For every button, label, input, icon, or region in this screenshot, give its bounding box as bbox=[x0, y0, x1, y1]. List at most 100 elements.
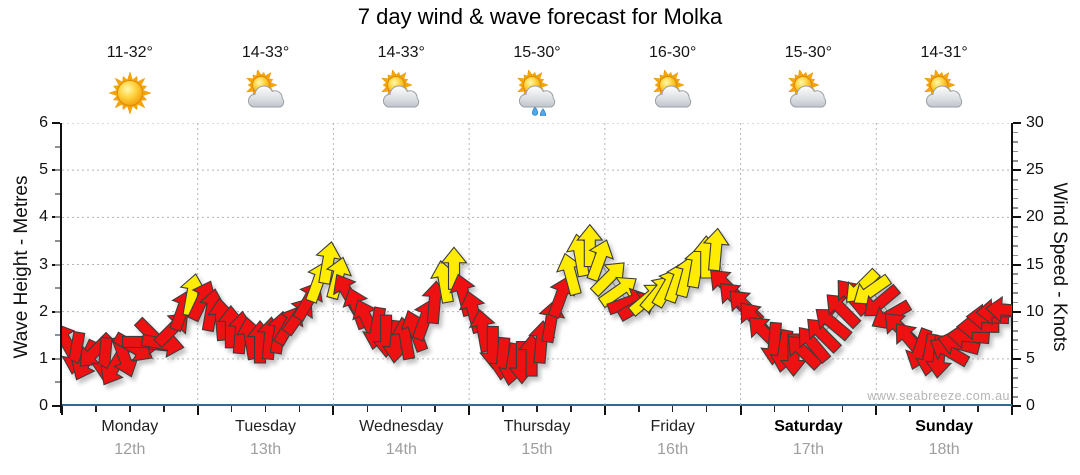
axis-tick bbox=[1011, 406, 1013, 415]
axis-tick bbox=[52, 405, 60, 407]
axis-tick bbox=[570, 406, 572, 412]
date-label: 12th bbox=[114, 441, 146, 458]
watermark: www.seabreeze.com.au bbox=[867, 389, 1010, 403]
axis-tick bbox=[55, 169, 60, 172]
right-axis bbox=[1011, 123, 1013, 413]
wave-axis-tick-label: 3 bbox=[39, 255, 48, 273]
day-label-wednesday: Wednesday bbox=[359, 418, 444, 435]
axis-tick bbox=[1013, 254, 1018, 257]
day-temp-range: 11-32° bbox=[106, 44, 153, 61]
date-label: 18th bbox=[928, 441, 960, 458]
axis-tick bbox=[1013, 188, 1018, 191]
axis-tick bbox=[1013, 122, 1021, 124]
wind-arrow-plot bbox=[62, 123, 1012, 406]
axis-tick bbox=[1013, 216, 1021, 219]
axis-tick bbox=[1013, 292, 1018, 294]
partly-cloudy-icon bbox=[649, 68, 697, 116]
wind-arrow bbox=[576, 223, 604, 268]
axis-tick bbox=[55, 216, 60, 219]
wave-axis-tick-label: 0 bbox=[39, 397, 48, 414]
wind-axis-tick-label: 5 bbox=[1026, 349, 1035, 367]
axis-tick bbox=[1013, 207, 1018, 209]
axis-tick bbox=[1013, 310, 1021, 313]
axis-tick bbox=[1013, 245, 1018, 247]
axis-tick bbox=[55, 145, 60, 148]
axis-tick bbox=[400, 406, 403, 412]
axis-tick bbox=[366, 406, 369, 412]
axis-tick bbox=[1013, 273, 1018, 275]
left-axis bbox=[60, 123, 62, 413]
axis-tick bbox=[61, 406, 63, 415]
axis-tick bbox=[55, 357, 60, 360]
axis-tick bbox=[52, 122, 60, 124]
axis-tick bbox=[55, 381, 60, 384]
axis-tick bbox=[1013, 377, 1018, 379]
sunny-icon bbox=[106, 70, 154, 116]
axis-tick bbox=[1013, 150, 1018, 153]
axis-tick bbox=[1013, 357, 1021, 360]
axis-tick bbox=[1013, 396, 1018, 398]
wave-axis-tick-label: 1 bbox=[39, 349, 48, 367]
axis-tick bbox=[1013, 141, 1018, 143]
day-temp-range: 15-30° bbox=[784, 44, 833, 61]
partly-cloudy-icon bbox=[920, 68, 968, 116]
day-label-saturday: Saturday bbox=[774, 418, 843, 435]
axis-tick bbox=[332, 406, 335, 415]
date-label: 16th bbox=[657, 441, 689, 458]
wave-axis-tick-label: 2 bbox=[39, 302, 48, 320]
wind-axis-tick-label: 15 bbox=[1026, 255, 1044, 273]
axis-tick bbox=[841, 406, 844, 412]
axis-tick bbox=[1013, 160, 1018, 162]
axis-tick bbox=[807, 406, 810, 412]
axis-tick bbox=[230, 406, 233, 412]
axis-tick bbox=[705, 406, 708, 412]
day-temp-range: 14-31° bbox=[920, 44, 968, 61]
axis-tick bbox=[55, 334, 60, 337]
axis-tick bbox=[95, 406, 97, 412]
day-temp-range: 15-30° bbox=[513, 44, 561, 61]
axis-tick bbox=[1013, 386, 1018, 389]
wind-arrow-layer bbox=[62, 223, 1012, 387]
date-label: 17th bbox=[792, 441, 824, 458]
axis-tick bbox=[1013, 339, 1018, 341]
axis-tick bbox=[536, 406, 538, 412]
axis-tick bbox=[603, 406, 606, 415]
wave-axis-tick-label: 4 bbox=[39, 208, 48, 226]
axis-tick bbox=[943, 406, 945, 412]
axis-tick bbox=[1013, 405, 1021, 407]
axis-tick bbox=[129, 406, 131, 412]
showers-icon bbox=[513, 68, 561, 118]
day-label-tuesday: Tuesday bbox=[235, 418, 296, 435]
axis-tick bbox=[196, 406, 199, 415]
axis-tick bbox=[502, 406, 504, 412]
day-temp-range: 14-33° bbox=[241, 44, 290, 61]
day-temp-range: 14-33° bbox=[377, 44, 425, 61]
wave-axis-tick-label: 5 bbox=[39, 161, 48, 179]
axis-tick bbox=[468, 406, 471, 415]
axis-tick bbox=[1013, 348, 1018, 351]
axis-tick bbox=[773, 406, 776, 412]
day-label-friday: Friday bbox=[650, 418, 695, 435]
bottom-axis bbox=[62, 404, 1012, 406]
axis-tick bbox=[1013, 301, 1018, 304]
axis-tick bbox=[909, 406, 911, 412]
axis-tick bbox=[55, 239, 60, 242]
axis-tick bbox=[1013, 235, 1018, 238]
axis-tick bbox=[1013, 282, 1018, 285]
axis-tick bbox=[55, 310, 60, 313]
axis-tick bbox=[638, 406, 640, 412]
partly-cloudy-icon bbox=[242, 68, 290, 116]
axis-tick bbox=[55, 263, 60, 266]
axis-tick bbox=[1013, 226, 1018, 228]
wind-axis-tick-label: 0 bbox=[1026, 397, 1035, 414]
wind-arrow bbox=[586, 239, 615, 283]
wave-axis-tick-label: 6 bbox=[39, 114, 48, 131]
axis-tick bbox=[298, 406, 301, 412]
date-label: 15th bbox=[521, 441, 553, 458]
axis-tick bbox=[434, 406, 436, 412]
wind-axis-tick-label: 25 bbox=[1026, 161, 1044, 179]
axis-tick bbox=[1013, 197, 1018, 200]
date-label: 14th bbox=[385, 441, 417, 458]
axis-tick bbox=[163, 406, 165, 412]
